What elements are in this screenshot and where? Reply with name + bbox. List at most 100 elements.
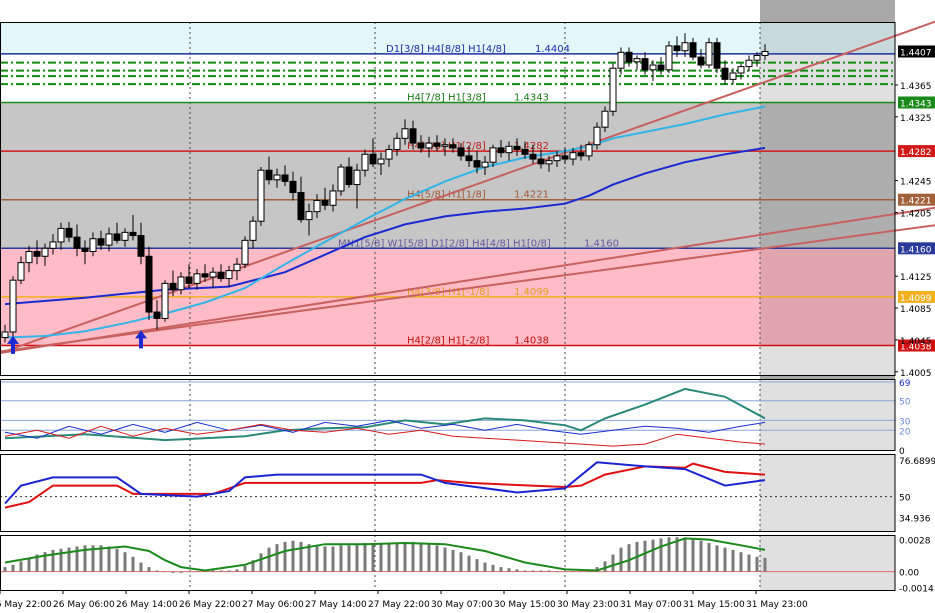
histogram-bar <box>339 545 343 572</box>
histogram-bar <box>467 555 471 572</box>
time-tick-label: 26 May 22:00 <box>179 600 241 610</box>
time-tick-label: 31 May 23:00 <box>746 600 808 610</box>
candle-body <box>489 147 497 163</box>
candle-body <box>81 247 89 252</box>
time-tick-label: 27 May 14:00 <box>305 600 367 610</box>
trendline-1 <box>0 206 935 355</box>
candle-body <box>513 145 521 150</box>
histogram-bar <box>243 565 247 572</box>
histogram-bar <box>483 562 487 572</box>
time-tick-label: 26 May 22:00 <box>0 600 52 610</box>
histogram-bar <box>491 564 495 572</box>
histogram-bar <box>603 561 607 572</box>
histogram-bar <box>259 553 263 572</box>
candle-body <box>25 250 33 264</box>
future-shade-1 <box>760 379 895 450</box>
histogram-bar <box>395 543 399 572</box>
histogram-bar <box>547 570 551 572</box>
sub3-tick-label: -0.0014 <box>899 585 934 595</box>
histogram-bar <box>107 546 111 572</box>
candle-body <box>177 276 185 291</box>
histogram-bar <box>195 571 199 573</box>
panel-border-3 <box>0 535 896 591</box>
level-zone-2 <box>0 102 895 249</box>
future-shade-top <box>760 0 895 22</box>
histogram-bar <box>163 571 167 573</box>
histogram-bar <box>331 546 335 572</box>
level-tag-text-1: 1.4343 <box>900 99 932 109</box>
candle-body <box>41 247 49 257</box>
candle-body <box>601 110 609 128</box>
sub2-tick-label: 34.936 <box>899 514 931 524</box>
candle-body <box>89 238 97 252</box>
histogram-bar <box>43 552 47 572</box>
candle-body <box>665 45 673 71</box>
candle-body <box>617 51 625 69</box>
histogram-bar <box>747 554 751 572</box>
level-price-6: 1.4038 <box>514 336 549 347</box>
time-tick-label: 30 May 15:00 <box>494 600 556 610</box>
candle-body <box>225 270 233 280</box>
candle-body <box>329 190 337 206</box>
histogram-bar <box>99 545 103 572</box>
candle-body <box>609 67 617 112</box>
level-tag-text-5: 1.4099 <box>900 294 932 304</box>
candle-body <box>73 236 81 249</box>
histogram-bar <box>347 545 351 572</box>
level-label-0: D1[3/8] H4[8/8] H1[4/8] <box>386 44 506 55</box>
time-tick-label: 30 May 07:00 <box>431 600 493 610</box>
histogram-bar <box>419 543 423 572</box>
histogram-bar <box>387 543 391 572</box>
level-label-4: MN1[5/8] W1[5/8] D1[2/8] H4[4/8] H1[0/8] <box>338 238 551 249</box>
level-label-5: H4[3/8] H1[-1/8] <box>407 287 489 298</box>
sub1-tick-label: 20 <box>899 427 911 437</box>
candle-body <box>273 174 281 181</box>
histogram-bar <box>67 547 71 572</box>
histogram-bar <box>355 544 359 572</box>
histogram-bar <box>11 564 15 572</box>
candle-body <box>233 263 241 272</box>
candle-body <box>281 174 289 182</box>
candle-body <box>729 72 737 80</box>
candle-body <box>585 144 593 157</box>
candle-body <box>313 199 321 213</box>
level-tag-4 <box>898 242 935 255</box>
candle-body <box>129 231 137 237</box>
histogram-bar <box>627 544 631 572</box>
candle-body <box>9 279 17 333</box>
candle-body <box>745 59 753 68</box>
candle-body <box>249 220 257 241</box>
candle-body <box>705 42 713 66</box>
histogram-bar <box>499 567 503 572</box>
buy-arrow-icon <box>135 330 147 349</box>
candle-body <box>441 144 449 147</box>
sub1-tick-label: 50 <box>899 398 911 408</box>
histogram-bar <box>411 541 415 572</box>
histogram-bar <box>707 543 711 572</box>
histogram-bar <box>515 569 519 572</box>
histogram-bar <box>723 547 727 572</box>
candle-body <box>681 42 689 52</box>
histogram-bar <box>595 567 599 572</box>
histogram-bar <box>427 544 431 572</box>
histogram-bar <box>379 543 383 572</box>
candle-body <box>593 126 601 146</box>
histogram-bar <box>651 539 655 572</box>
histogram-bar <box>691 539 695 572</box>
histogram-bar <box>27 557 31 572</box>
price-tick-label: 1.4365 <box>900 82 932 92</box>
candle-body <box>305 211 313 221</box>
sub1-line-0 <box>4 387 766 442</box>
level-label-1: H4[7/8] H1[3/8] <box>407 92 486 103</box>
histogram-bar <box>715 545 719 572</box>
level-tag-text-6: 1.4038 <box>900 343 932 353</box>
level-tag-2 <box>898 145 935 158</box>
histogram-bar <box>155 570 159 572</box>
candle-body <box>241 239 249 265</box>
candle-body <box>457 147 465 157</box>
sub3-tick-label: 0.0028 <box>899 537 931 547</box>
candle-body <box>633 58 641 63</box>
sub1-line-1 <box>4 419 766 439</box>
histogram-bar <box>531 570 535 572</box>
